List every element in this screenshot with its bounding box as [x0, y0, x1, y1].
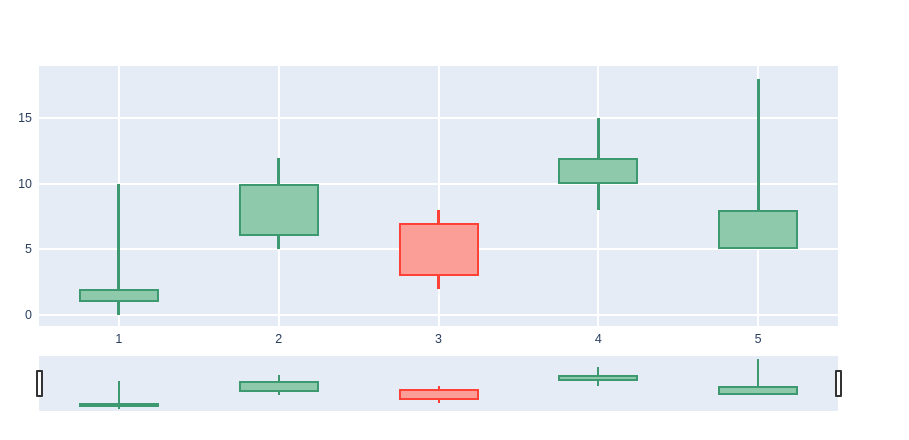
y-tick-label: 15 — [18, 111, 32, 126]
x-tick-label: 5 — [754, 332, 762, 346]
main-candle-2-body[interactable] — [238, 183, 319, 237]
main-candle-5-body[interactable] — [718, 210, 799, 250]
x-tick-label: 2 — [275, 332, 283, 346]
rangeslider-candle-5-wick — [757, 358, 760, 395]
main-candle-5-wick — [756, 79, 760, 250]
main-candle-4-body[interactable] — [558, 157, 639, 184]
rangeslider-handle-left[interactable] — [35, 370, 43, 397]
x-tick-label: 3 — [435, 332, 442, 346]
main-candle-1-body[interactable] — [78, 288, 159, 302]
rangeslider-candle-1-wick — [117, 380, 120, 409]
rangeslider-candle-4-body — [558, 375, 639, 381]
rangeslider-candle-3-body — [398, 389, 479, 401]
y-tick-label: 0 — [25, 307, 32, 322]
x-tick-label: 4 — [594, 332, 602, 346]
rangeslider-candle-1-body — [78, 403, 159, 408]
x-tick-label: 1 — [115, 332, 123, 346]
main-candle-1-wick — [117, 183, 121, 315]
gridline-vertical — [437, 66, 440, 326]
rangeslider-candle-2-body — [238, 380, 319, 393]
rangeslider-handle-right[interactable] — [834, 370, 842, 397]
y-tick-label: 10 — [18, 176, 32, 191]
rangeslider-candle-5-body — [718, 386, 799, 395]
main-candle-3-body[interactable] — [398, 223, 479, 276]
y-tick-label: 5 — [25, 242, 32, 257]
